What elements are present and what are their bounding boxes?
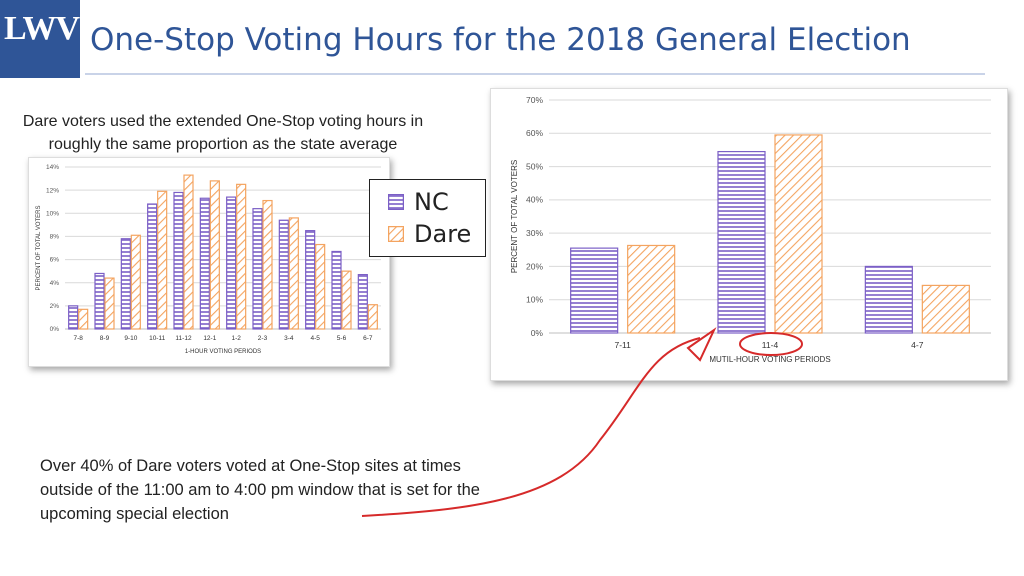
bar-dare-8-9 (104, 277, 115, 330)
y-tick-label: 40% (526, 195, 543, 205)
nc-swatch-icon (388, 194, 404, 210)
bar-nc-7-8 (68, 305, 79, 330)
x-tick-label: 12-1 (203, 335, 216, 342)
hourly-bar-chart: 0% 2% 4% 6% 8% 10% 12% 14% 7-8 8-9 9-10 10-11 11-12 1… (36, 164, 381, 355)
legend-item-nc: NC (388, 187, 449, 217)
bar-dare-11-4 (774, 134, 823, 334)
y-tick-label: 0% (50, 326, 60, 333)
y-tick-label: 12% (46, 187, 59, 194)
y-tick-label: 4% (50, 280, 60, 287)
bar-nc-10-11 (147, 203, 158, 330)
y-tick-label: 2% (50, 303, 60, 310)
x-tick-label: 8-9 (100, 335, 110, 342)
x-tick-label: 10-11 (149, 335, 166, 342)
multi-hour-chart-panel: 0% 10% 20% 30% 40% 50% 60% 70% 7-11 11-4 4-7 MUTIL-… (490, 88, 1008, 381)
x-tick-label: 11-12 (175, 335, 192, 342)
bar-nc-3-4 (278, 219, 289, 330)
bar-dare-1-2 (236, 183, 247, 330)
bar-nc-5-6 (331, 250, 342, 330)
x-tick-label: 4-7 (911, 340, 924, 350)
x-tick-label: 11-4 (762, 340, 779, 350)
chart-legend: NC Dare (369, 179, 486, 257)
bar-dare-6-7 (367, 304, 378, 330)
bar-dare-7-8 (78, 308, 89, 330)
x-tick-label: 2-3 (258, 335, 268, 342)
bar-nc-4-5 (305, 230, 316, 330)
legend-item-dare: Dare (388, 219, 471, 249)
bar-dare-11-12 (183, 174, 194, 330)
x-tick-label: 5-6 (337, 335, 347, 342)
bottom-caption: Over 40% of Dare voters voted at One-Sto… (40, 457, 480, 523)
x-tick-label: 3-4 (284, 335, 294, 342)
y-tick-label: 10% (46, 210, 59, 217)
x-tick-label: 9-10 (124, 335, 137, 342)
bar-dare-3-4 (288, 217, 299, 330)
multi-hour-bar-chart: 0% 10% 20% 30% 40% 50% 60% 70% 7-11 11-4 4-7 MUTIL-… (510, 95, 991, 364)
y-tick-label: 30% (526, 228, 543, 238)
bar-dare-9-10 (130, 234, 141, 330)
bar-dare-4-7 (921, 284, 970, 334)
y-tick-label: 10% (526, 295, 543, 305)
y-tick-label: 0% (531, 328, 544, 338)
x-tick-label: 4-5 (310, 335, 320, 342)
bar-nc-9-10 (120, 238, 131, 330)
bar-nc-1-2 (226, 196, 237, 330)
logo-text: LWV (4, 10, 80, 47)
y-tick-label: 6% (50, 257, 60, 264)
bar-dare-5-6 (341, 270, 352, 330)
dare-swatch-icon (388, 226, 404, 242)
y-tick-label: 50% (526, 161, 543, 171)
bar-dare-10-11 (157, 190, 168, 330)
bar-dare-2-3 (262, 199, 273, 330)
legend-label-nc: NC (414, 188, 449, 216)
bar-nc-12-1 (199, 197, 210, 330)
x-tick-label: 1-2 (231, 335, 241, 342)
x-axis-title: MUTIL-HOUR VOTING PERIODS (709, 355, 830, 364)
bar-dare-12-1 (209, 180, 220, 330)
x-axis-title: 1-HOUR VOTING PERIODS (185, 349, 261, 355)
x-tick-label: 6-7 (363, 335, 373, 342)
y-tick-label: 70% (526, 95, 543, 105)
lwv-logo: LWV (0, 0, 80, 78)
bar-dare-7-11 (627, 244, 676, 334)
x-tick-label: 7-8 (73, 335, 83, 342)
y-tick-label: 20% (526, 261, 543, 271)
legend-label-dare: Dare (414, 220, 472, 248)
bar-nc-6-7 (357, 274, 368, 330)
bar-dare-4-5 (315, 243, 326, 330)
y-tick-label: 14% (46, 164, 59, 171)
y-axis-title: PERCENT OF TOTAL VOTERS (36, 205, 42, 290)
slide-title: One-Stop Voting Hours for the 2018 Gener… (90, 22, 911, 58)
bar-nc-4-7 (864, 265, 913, 334)
y-tick-label: 8% (50, 234, 60, 241)
bar-nc-11-12 (173, 191, 184, 330)
bar-nc-8-9 (94, 272, 105, 330)
hourly-chart-panel: 0% 2% 4% 6% 8% 10% 12% 14% 7-8 8-9 9-10 10-11 11-12 1… (28, 157, 390, 367)
title-divider (85, 73, 985, 75)
top-caption: Dare voters used the extended One-Stop v… (22, 113, 424, 153)
y-tick-label: 60% (526, 128, 543, 138)
bar-nc-11-4 (717, 150, 766, 334)
y-axis-title: PERCENT OF TOTAL VOTERS (510, 160, 519, 273)
x-tick-label: 7-11 (614, 340, 631, 350)
bar-nc-2-3 (252, 208, 263, 330)
bar-nc-7-11 (570, 247, 619, 334)
